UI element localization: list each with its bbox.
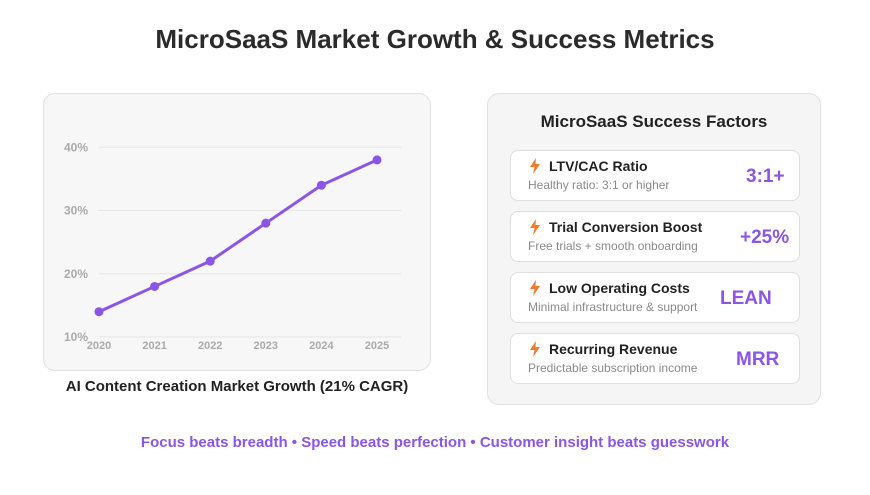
factor-description: Minimal infrastructure & support xyxy=(528,300,698,314)
success-factors-title: MicroSaaS Success Factors xyxy=(540,112,768,131)
factor-card-recurring-revenue: Recurring Revenue Predictable subscripti… xyxy=(510,333,800,384)
lightning-bolt-icon xyxy=(530,158,540,174)
factor-description: Healthy ratio: 3:1 or higher xyxy=(528,178,670,192)
x-tick-label: 2022 xyxy=(198,340,222,352)
data-point xyxy=(150,281,160,291)
chart-caption: AI Content Creation Market Growth (21% C… xyxy=(65,378,409,395)
factor-name: Trial Conversion Boost xyxy=(549,219,703,235)
factor-name: LTV/CAC Ratio xyxy=(549,158,648,174)
y-tick-label: 30% xyxy=(64,204,88,218)
factor-name: Low Operating Costs xyxy=(549,280,690,296)
y-tick-label: 10% xyxy=(64,330,88,344)
factor-card-trial-conversion: Trial Conversion Boost Free trials + smo… xyxy=(510,211,800,262)
line-chart: 10% 20% 30% 40% 2020 2021 2022 2023 2024 2025 xyxy=(64,140,401,352)
lightning-bolt-icon xyxy=(530,341,540,357)
success-factors-panel: MicroSaaS Success Factors LTV/CAC Ratio … xyxy=(487,93,821,405)
factor-value: MRR xyxy=(736,349,780,370)
tagline: Focus beats breadth • Speed beats perfec… xyxy=(140,434,730,451)
factor-value: LEAN xyxy=(720,288,772,309)
data-point xyxy=(261,218,271,228)
x-tick-label: 2024 xyxy=(309,340,334,352)
data-point xyxy=(205,256,215,266)
y-tick-label: 20% xyxy=(64,267,88,281)
series-line xyxy=(97,158,379,314)
lightning-bolt-icon xyxy=(530,219,540,235)
x-tick-label: 2023 xyxy=(254,340,278,352)
data-point xyxy=(372,155,382,165)
lightning-bolt-icon xyxy=(530,280,540,296)
x-tick-label: 2020 xyxy=(87,340,111,352)
data-point xyxy=(316,180,326,190)
x-tick-label: 2025 xyxy=(365,340,389,352)
factor-description: Free trials + smooth onboarding xyxy=(528,239,698,253)
factor-description: Predictable subscription income xyxy=(528,361,698,375)
factor-name: Recurring Revenue xyxy=(549,341,678,357)
factor-card-ltv-cac: LTV/CAC Ratio Healthy ratio: 3:1 or high… xyxy=(510,150,800,201)
chart-card: 10% 20% 30% 40% 2020 2021 2022 2023 2024 2025 xyxy=(43,93,431,371)
factor-value: +25% xyxy=(740,227,790,248)
page-title: MicroSaaS Market Growth & Success Metric… xyxy=(155,24,715,54)
y-tick-label: 40% xyxy=(64,140,88,154)
data-point xyxy=(94,307,104,317)
x-tick-label: 2021 xyxy=(142,340,166,352)
factor-value: 3:1+ xyxy=(746,166,785,187)
factor-card-operating-costs: Low Operating Costs Minimal infrastructu… xyxy=(510,272,800,323)
